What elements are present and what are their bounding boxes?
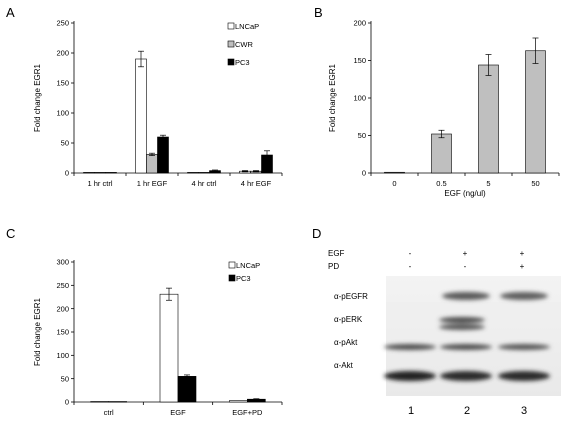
chart-b-x-tick-label-0: 0 bbox=[392, 179, 396, 188]
chart-b-x-axis-label: EGF (ng/ul) bbox=[444, 189, 486, 198]
chart-b-x-tick-label-50: 50 bbox=[531, 179, 539, 188]
chart-c-y-tick-label-200: 200 bbox=[56, 304, 69, 313]
chart-panel-c: 0 50 100 150 200 250 300 ctrl EGF EGF+PD Fold chan… bbox=[33, 258, 283, 417]
chart-c-bar-lncap-egf bbox=[159, 293, 179, 403]
chart-a-legend-swatch-lncap bbox=[227, 22, 235, 30]
chart-c-bar-pc3-egf bbox=[177, 376, 197, 403]
chart-a-y-tick-label-100: 100 bbox=[56, 109, 69, 118]
chart-a-y-tick-label-200: 200 bbox=[56, 49, 69, 58]
chart-a-legend-swatch-cwr bbox=[227, 40, 235, 48]
chart-a-legend-label-lncap: LNCaP bbox=[235, 22, 259, 31]
chart-c-legend-label-pc3: PC3 bbox=[236, 274, 251, 283]
band-pegfr-lane-3 bbox=[500, 292, 548, 300]
chart-a-bar-pc3-1-hr-ctrl bbox=[105, 172, 117, 174]
chart-c-bar-lncap-egf-pd bbox=[229, 400, 248, 403]
band-pegfr-lane-2 bbox=[442, 292, 490, 300]
chart-c-legend-swatch-lncap bbox=[228, 261, 236, 269]
blot-row-label-pegfr: α-pEGFR bbox=[334, 292, 368, 301]
blot-row-label-perk: α-pERK bbox=[334, 315, 363, 324]
panel-letter-d: D bbox=[312, 226, 321, 241]
band-akt-lane-2 bbox=[440, 371, 492, 381]
chart-c-x-tick-label-egf-pd: EGF+PD bbox=[232, 408, 263, 417]
panel-letter-b: B bbox=[314, 5, 323, 20]
panel-letter-c: C bbox=[6, 226, 15, 241]
band-pakt-lane-1 bbox=[384, 344, 436, 350]
egf-lane-1: - bbox=[409, 249, 412, 258]
chart-c-y-tick-label-50: 50 bbox=[61, 374, 69, 383]
chart-panel-b: 0 50 100 150 200 0 0.5 5 50 Fold change EGR1 EGF (… bbox=[328, 19, 560, 198]
panel-letter-a: A bbox=[6, 5, 15, 20]
chart-a-bar-cwr-1-hr-egf bbox=[146, 154, 158, 174]
chart-b-y-tick-label-100: 100 bbox=[353, 94, 366, 103]
band-pakt-lane-2 bbox=[440, 344, 492, 350]
chart-b-x-tick-label-0-5: 0.5 bbox=[436, 179, 446, 188]
chart-c-x-tick-label-ctrl: ctrl bbox=[104, 408, 114, 417]
band-akt-lane-1 bbox=[384, 371, 436, 381]
chart-c-x-tick-label-egf: EGF bbox=[170, 408, 186, 417]
chart-c-y-tick-label-0: 0 bbox=[65, 398, 69, 407]
chart-a-bar-cwr-1-hr-ctrl bbox=[94, 172, 106, 174]
band-pakt-lane-3 bbox=[498, 344, 550, 350]
chart-c-y-tick-label-300: 300 bbox=[56, 258, 69, 267]
chart-a-x-tick-label-4-hr-egf: 4 hr EGF bbox=[241, 179, 272, 188]
band-perk-lane-2-lower bbox=[439, 324, 485, 330]
chart-a-bar-lncap-4-hr-ctrl bbox=[187, 172, 199, 174]
chart-c-y-tick-label-250: 250 bbox=[56, 281, 69, 290]
egf-lane-3: + bbox=[520, 249, 525, 258]
band-perk-lane-2-upper bbox=[439, 317, 485, 323]
chart-a-x-tick-label-1-hr-egf: 1 hr EGF bbox=[137, 179, 168, 188]
chart-a-legend-label-cwr: CWR bbox=[235, 40, 253, 49]
chart-b-bar-series-0-5 bbox=[431, 133, 452, 174]
lane-number-1: 1 bbox=[408, 405, 414, 417]
chart-c-y-tick-label-100: 100 bbox=[56, 351, 69, 360]
condition-label-egf: EGF bbox=[328, 249, 345, 258]
chart-a-bar-lncap-1-hr-ctrl bbox=[83, 172, 95, 174]
chart-a-y-tick-label-250: 250 bbox=[56, 19, 69, 28]
chart-a-y-axis-label: Fold change EGR1 bbox=[33, 63, 42, 132]
chart-b-bar-series-0 bbox=[384, 171, 405, 174]
western-blot-panel: EGF PD - + + - - + α-pEGFR α-pERK α-pAkt… bbox=[328, 249, 561, 417]
chart-a-x-tick-label-4-hr-ctrl: 4 hr ctrl bbox=[191, 179, 216, 188]
pd-lane-1: - bbox=[409, 262, 412, 271]
chart-c-bar-lncap-ctrl bbox=[90, 401, 109, 403]
chart-c-y-tick-label-150: 150 bbox=[56, 328, 69, 337]
condition-label-pd: PD bbox=[328, 262, 339, 271]
lane-number-3: 3 bbox=[521, 405, 527, 417]
blot-row-label-akt: α-Akt bbox=[334, 361, 354, 370]
chart-b-y-tick-label-50: 50 bbox=[358, 131, 366, 140]
chart-a-y-tick-label-150: 150 bbox=[56, 79, 69, 88]
pd-lane-2: - bbox=[464, 262, 467, 271]
chart-a-legend-label-pc3: PC3 bbox=[235, 58, 250, 67]
chart-a-y-tick-label-0: 0 bbox=[65, 169, 69, 178]
chart-a-y-tick-label-50: 50 bbox=[61, 139, 69, 148]
egf-lane-2: + bbox=[463, 249, 468, 258]
chart-a-legend-swatch-pc3 bbox=[227, 58, 235, 66]
chart-c-legend-swatch-pc3 bbox=[228, 274, 236, 282]
chart-b-y-axis-label: Fold change EGR1 bbox=[328, 63, 337, 132]
chart-c-y-axis-label: Fold change EGR1 bbox=[33, 297, 42, 366]
band-akt-lane-3 bbox=[498, 371, 550, 381]
blot-row-label-pakt: α-pAkt bbox=[334, 338, 358, 347]
chart-b-x-tick-label-5: 5 bbox=[486, 179, 490, 188]
lane-number-2: 2 bbox=[464, 405, 470, 417]
chart-b-y-tick-label-200: 200 bbox=[353, 19, 366, 28]
chart-c-bar-pc3-ctrl bbox=[108, 401, 127, 403]
chart-c-legend-label-lncap: LNCaP bbox=[236, 261, 260, 270]
chart-a-x-tick-label-1-hr-ctrl: 1 hr ctrl bbox=[87, 179, 112, 188]
chart-b-y-tick-label-0: 0 bbox=[362, 169, 366, 178]
chart-panel-a: 0 50 100 150 200 250 1 hr ctrl 1 hr EGF 4 hr ctr… bbox=[33, 19, 283, 188]
chart-b-bar-series-50 bbox=[525, 50, 546, 174]
chart-b-bar-series-5 bbox=[478, 64, 499, 174]
chart-a-bar-cwr-4-hr-ctrl bbox=[198, 172, 210, 174]
pd-lane-3: + bbox=[520, 262, 525, 271]
chart-a-bar-lncap-1-hr-egf bbox=[135, 58, 147, 174]
chart-b-y-tick-label-150: 150 bbox=[353, 56, 366, 65]
chart-a-bar-pc3-1-hr-egf bbox=[157, 136, 169, 174]
